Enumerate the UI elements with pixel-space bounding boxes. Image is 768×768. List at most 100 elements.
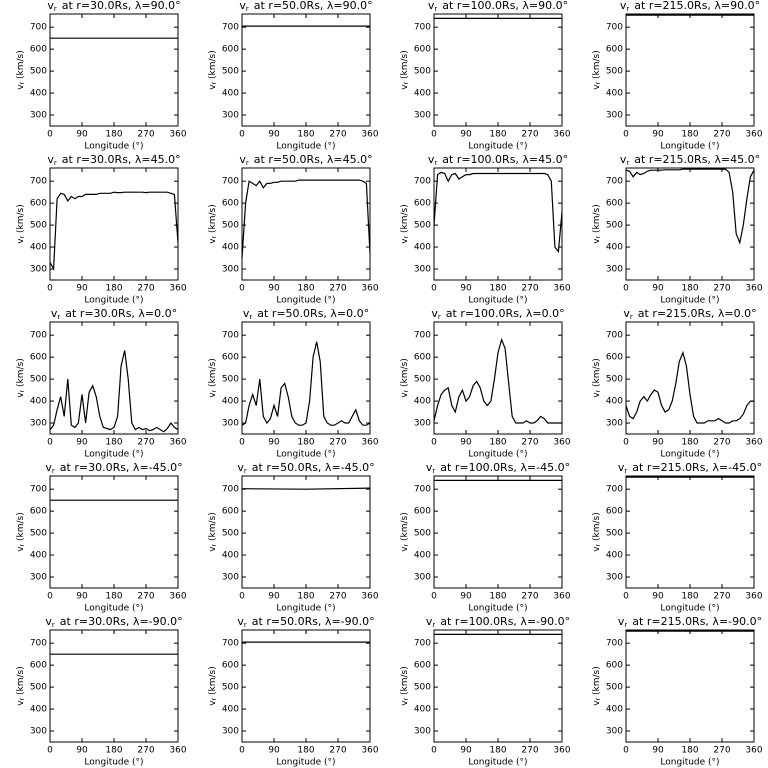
x-tick-label: 360 — [745, 130, 762, 140]
y-tick-label: 600 — [414, 507, 431, 517]
panel-title: vr at r=215.0Rs, λ=-90.0° — [618, 615, 762, 629]
panel-title: vr at r=215.0Rs, λ=45.0° — [620, 153, 760, 167]
y-tick-label: 500 — [606, 67, 623, 77]
y-axis-label: vr (km/s) — [592, 50, 602, 90]
title-text: at r=100.0Rs, λ=0.0° — [446, 307, 565, 320]
ylabel-symbol: v — [592, 392, 602, 398]
y-tick-label: 700 — [222, 485, 239, 495]
y-tick-label: 300 — [414, 727, 431, 737]
title-subscript: r — [54, 5, 57, 13]
panel: vr at r=50.0Rs, λ=-45.0°vr(km/s)Longitude… — [208, 461, 379, 614]
data-line — [241, 341, 371, 426]
x-tick-label: 180 — [105, 592, 122, 602]
x-tick-label: 0 — [431, 592, 437, 602]
panel: vr at r=30.0Rs, λ=-90.0°vr(km/s)Longitude… — [16, 615, 187, 768]
title-subscript: r — [624, 467, 627, 475]
x-tick-label: 90 — [460, 130, 472, 140]
y-axis-label: vr (km/s) — [208, 666, 218, 706]
y-axis-label: vr (km/s) — [400, 50, 410, 90]
x-tick-label: 180 — [681, 284, 698, 294]
x-tick-label: 90 — [268, 284, 280, 294]
title-symbol: v — [47, 0, 54, 12]
y-tick-label: 300 — [30, 265, 47, 275]
title-text: at r=30.0Rs, λ=45.0° — [62, 153, 181, 166]
y-tick-label: 600 — [30, 353, 47, 363]
x-tick-label: 360 — [361, 438, 378, 448]
y-tick-label: 700 — [222, 23, 239, 33]
title-text: at r=30.0Rs, λ=-45.0° — [60, 461, 183, 474]
title-subscript: r — [52, 621, 55, 629]
data-line — [625, 168, 755, 245]
plot-frame — [625, 13, 755, 127]
x-axis-label: Longitude (°) — [468, 296, 527, 306]
y-tick-label: 400 — [222, 89, 239, 99]
title-subscript: r — [626, 159, 629, 167]
y-tick-label: 300 — [222, 419, 239, 429]
title-text: at r=100.0Rs, λ=45.0° — [442, 153, 568, 166]
title-symbol: v — [237, 461, 244, 474]
x-axis-label: Longitude (°) — [660, 450, 719, 460]
x-tick-label: 0 — [239, 284, 245, 294]
ylabel-symbol: v — [16, 84, 26, 90]
x-tick-label: 90 — [652, 130, 664, 140]
panel-title: vr at r=100.0Rs, λ=45.0° — [428, 153, 568, 167]
title-text: at r=50.0Rs, λ=-90.0° — [252, 615, 375, 628]
panel-title: vr at r=100.0Rs, λ=0.0° — [431, 307, 564, 321]
y-tick-label: 700 — [606, 485, 623, 495]
x-axis-label: Longitude (°) — [84, 450, 143, 460]
ylabel-symbol: v — [400, 392, 410, 398]
y-tick-label: 300 — [30, 727, 47, 737]
x-tick-label: 180 — [105, 438, 122, 448]
y-tick-label: 700 — [30, 23, 47, 33]
x-tick-label: 270 — [137, 592, 154, 602]
x-tick-label: 90 — [76, 130, 88, 140]
y-tick-label: 700 — [414, 177, 431, 187]
y-tick-label: 300 — [414, 265, 431, 275]
y-tick-label: 500 — [222, 375, 239, 385]
x-axis-label: Longitude (°) — [84, 142, 143, 152]
y-tick-label: 500 — [30, 529, 47, 539]
panel: vr at r=100.0Rs, λ=45.0°vr(km/s)Longitude… — [400, 153, 571, 306]
y-axis-label: vr (km/s) — [16, 666, 26, 706]
y-tick-label: 500 — [30, 67, 47, 77]
y-tick-label: 600 — [414, 353, 431, 363]
x-tick-label: 0 — [47, 746, 53, 756]
title-text: at r=100.0Rs, λ=-90.0° — [440, 615, 570, 628]
title-text: at r=215.0Rs, λ=-45.0° — [632, 461, 762, 474]
panel: vr at r=100.0Rs, λ=90.0°vr(km/s)Longitude… — [400, 0, 571, 152]
x-tick-label: 270 — [521, 284, 538, 294]
y-tick-label: 600 — [30, 199, 47, 209]
y-tick-label: 300 — [606, 727, 623, 737]
title-text: at r=215.0Rs, λ=-90.0° — [632, 615, 762, 628]
title-symbol: v — [620, 153, 627, 166]
y-axis-label: vr (km/s) — [208, 512, 218, 552]
x-tick-label: 0 — [47, 592, 53, 602]
y-axis-label: vr (km/s) — [16, 204, 26, 244]
ylabel-subscript: r — [19, 81, 26, 84]
x-tick-label: 360 — [745, 746, 762, 756]
y-tick-label: 500 — [30, 375, 47, 385]
x-axis-label: Longitude (°) — [276, 142, 335, 152]
x-tick-label: 360 — [169, 284, 186, 294]
y-tick-label: 500 — [222, 221, 239, 231]
y-tick-label: 600 — [414, 45, 431, 55]
y-axis-label: vr (km/s) — [208, 204, 218, 244]
y-axis-label: vr (km/s) — [400, 358, 410, 398]
x-tick-label: 90 — [652, 284, 664, 294]
x-tick-label: 0 — [431, 438, 437, 448]
y-tick-label: 300 — [606, 419, 623, 429]
y-tick-label: 600 — [222, 353, 239, 363]
ylabel-text: (km/s) — [592, 512, 602, 541]
title-text: at r=215.0Rs, λ=90.0° — [634, 0, 760, 12]
ylabel-text: (km/s) — [208, 358, 218, 387]
y-tick-label: 400 — [414, 551, 431, 561]
ylabel-symbol: v — [592, 700, 602, 706]
x-tick-label: 360 — [169, 746, 186, 756]
plot-frame — [49, 167, 179, 281]
y-tick-label: 400 — [30, 397, 47, 407]
ylabel-subscript: r — [19, 697, 26, 700]
x-tick-label: 270 — [521, 130, 538, 140]
y-tick-label: 500 — [30, 221, 47, 231]
title-symbol: v — [428, 153, 435, 166]
